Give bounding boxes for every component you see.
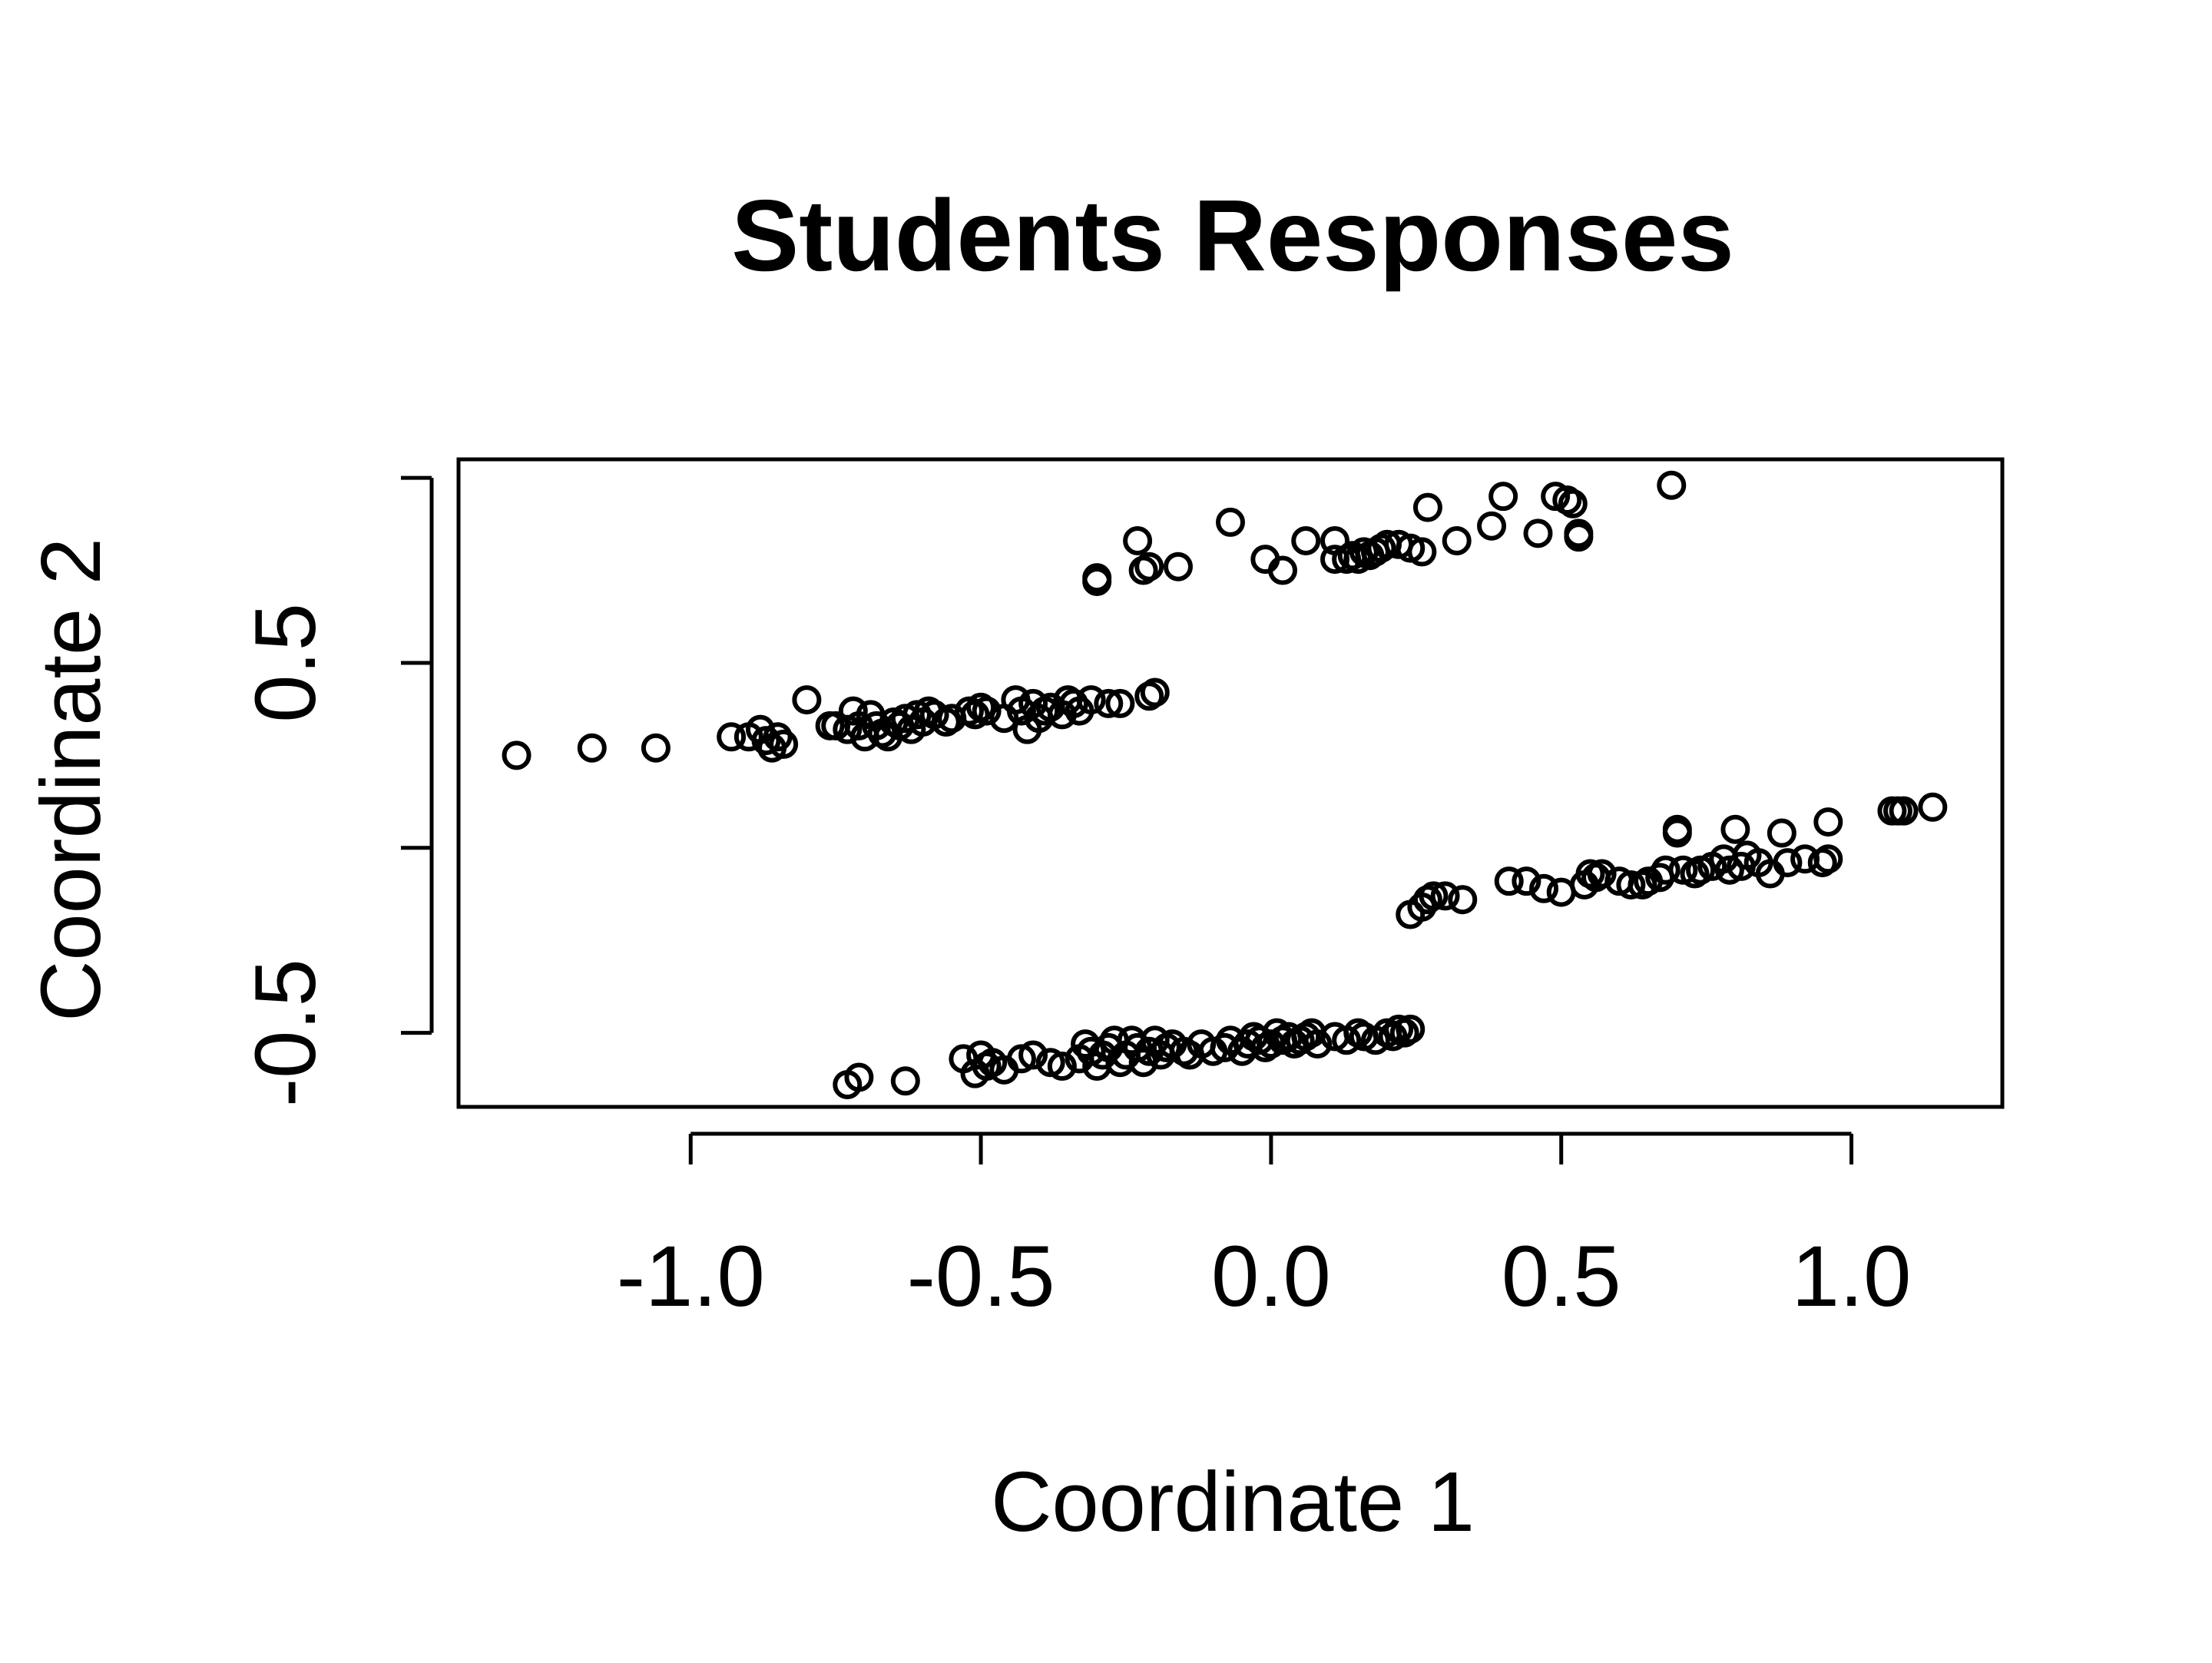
data-point bbox=[1616, 870, 1646, 899]
plot-frame bbox=[456, 457, 2005, 1109]
data-point bbox=[1134, 552, 1164, 581]
data-point bbox=[972, 696, 1002, 726]
x-axis-label: Coordinate 1 bbox=[991, 1455, 1475, 1549]
chart-title: Students Responses bbox=[731, 179, 1734, 292]
x-tick-label: -1.0 bbox=[617, 1228, 765, 1324]
x-axis: -1.0 -0.5 0.0 0.5 1.0 bbox=[617, 1131, 1912, 1324]
data-point bbox=[1094, 688, 1124, 718]
data-point bbox=[1303, 1029, 1333, 1059]
data-point bbox=[641, 733, 671, 763]
data-point bbox=[1651, 855, 1681, 885]
data-point bbox=[1657, 470, 1687, 500]
data-point bbox=[1720, 814, 1750, 844]
data-point bbox=[1442, 525, 1472, 555]
data-point bbox=[1018, 1040, 1048, 1070]
data-point bbox=[502, 740, 531, 770]
data-point bbox=[1430, 881, 1460, 911]
data-point bbox=[844, 1062, 874, 1092]
data-point bbox=[1268, 555, 1298, 585]
data-point bbox=[1813, 807, 1843, 837]
data-point bbox=[1396, 1014, 1426, 1044]
data-point bbox=[1058, 688, 1088, 718]
data-point bbox=[1529, 873, 1559, 903]
data-point bbox=[1412, 492, 1442, 522]
x-tick-label: 0.0 bbox=[1211, 1228, 1331, 1324]
data-point bbox=[1407, 537, 1437, 567]
data-point bbox=[1082, 566, 1112, 596]
data-point bbox=[1419, 881, 1449, 911]
data-point bbox=[1512, 866, 1541, 896]
data-point bbox=[1477, 511, 1507, 541]
data-point bbox=[577, 733, 607, 763]
data-point bbox=[763, 722, 793, 752]
data-point bbox=[1662, 818, 1692, 848]
data-points bbox=[502, 470, 1948, 1100]
data-point bbox=[1140, 677, 1170, 707]
y-tick-label: -0.5 bbox=[237, 959, 333, 1107]
x-tick-label: 0.5 bbox=[1502, 1228, 1621, 1324]
data-point bbox=[1216, 507, 1245, 537]
x-tick-label: 1.0 bbox=[1792, 1228, 1912, 1324]
data-point bbox=[1587, 859, 1617, 889]
data-point bbox=[1546, 877, 1576, 907]
x-tick-label: -0.5 bbox=[907, 1228, 1055, 1324]
y-axis: -0.5 0.5 bbox=[237, 475, 434, 1107]
data-point bbox=[1889, 796, 1919, 826]
data-point bbox=[1123, 525, 1153, 555]
data-point bbox=[1773, 848, 1803, 878]
data-point bbox=[1488, 482, 1518, 512]
data-point bbox=[838, 696, 868, 726]
data-point bbox=[1076, 685, 1106, 715]
data-point bbox=[717, 722, 747, 752]
data-point bbox=[1558, 489, 1588, 518]
data-point bbox=[890, 1066, 920, 1096]
data-point bbox=[1523, 518, 1553, 548]
y-tick-label: 0.5 bbox=[237, 603, 333, 723]
data-point bbox=[1291, 525, 1321, 555]
data-point bbox=[1918, 792, 1948, 822]
data-point bbox=[792, 685, 822, 715]
data-point bbox=[1564, 518, 1594, 548]
data-point bbox=[1047, 1052, 1077, 1082]
data-point bbox=[1448, 885, 1478, 915]
data-point bbox=[1767, 818, 1796, 848]
data-point bbox=[1813, 844, 1843, 874]
data-point bbox=[1163, 552, 1193, 581]
y-axis-label: Coordinate 2 bbox=[24, 538, 118, 1022]
data-point bbox=[769, 729, 799, 759]
data-point bbox=[1105, 688, 1135, 718]
data-point bbox=[1494, 866, 1524, 896]
